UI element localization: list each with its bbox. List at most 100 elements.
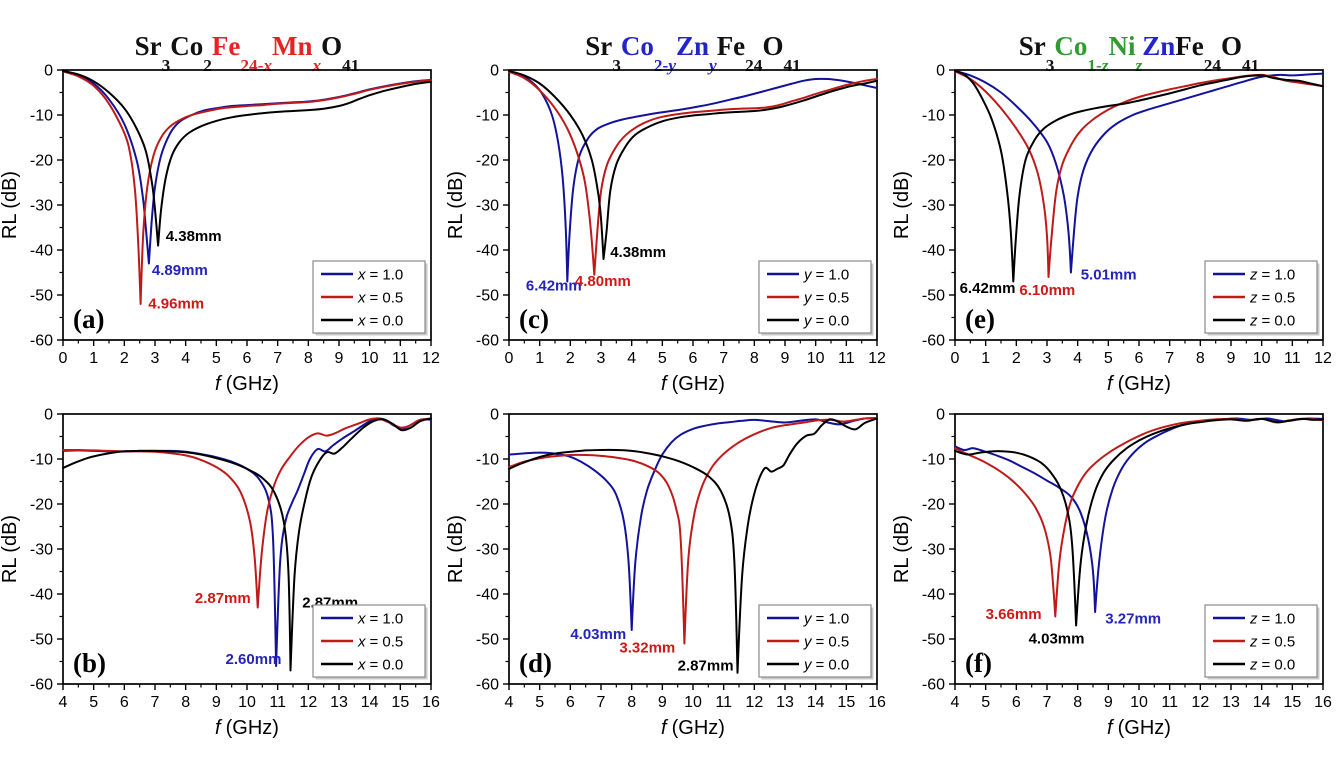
x-tick-label: 7 (1165, 350, 1174, 367)
x-tick-label: 14 (807, 694, 825, 711)
x-tick-label: 12 (299, 694, 317, 711)
legend: z = 1.0 z = 0.5 z = 0.0 (1204, 260, 1320, 336)
y-tick-label: -50 (30, 632, 53, 649)
legend-entry-label: y = 0.0 (803, 657, 849, 674)
y-tick-label: -40 (922, 587, 945, 604)
y-tick-label: 0 (44, 63, 53, 80)
x-tick-label: 11 (1161, 694, 1178, 711)
x-tick-label: 11 (715, 694, 732, 711)
x-tick-label: 6 (1012, 694, 1021, 711)
legend-entry-label: y = 0.0 (803, 313, 849, 330)
annotation-label: 4.80mm (575, 273, 631, 290)
x-tick-label: 2 (120, 350, 129, 367)
x-tick-label: 11 (392, 350, 409, 367)
x-tick-label: 14 (361, 694, 379, 711)
title-segment: Ni (1108, 31, 1136, 61)
y-axis-label: RL (dB) (0, 515, 21, 583)
y-tick-label: -20 (476, 497, 499, 514)
title-segment: Zn (675, 31, 710, 61)
series-1 (954, 70, 1324, 278)
series-1 (62, 70, 432, 305)
legend: z = 1.0 z = 0.5 z = 0.0 (1204, 604, 1320, 680)
y-tick-label: -60 (30, 333, 53, 350)
legend: y = 1.0 y = 0.5 y = 0.0 (758, 604, 874, 680)
legend-entry-label: x = 0.5 (357, 634, 403, 651)
y-tick-label: -20 (30, 497, 53, 514)
x-tick-label: 6 (120, 694, 129, 711)
x-tick-label: 5 (658, 350, 667, 367)
y-tick-label: -30 (30, 542, 53, 559)
legend: x = 1.0 x = 0.5 x = 0.0 (312, 260, 428, 336)
annotation-label: 4.96mm (148, 296, 204, 313)
x-tick-label: 5 (1104, 350, 1113, 367)
y-tick-label: 0 (936, 63, 945, 80)
annotation-label: 4.89mm (152, 262, 208, 279)
x-tick-label: 15 (1283, 694, 1301, 711)
x-tick-label: 0 (505, 350, 514, 367)
y-tick-label: -50 (922, 632, 945, 649)
axes: 0 1 2 3 4 5 6 7 8 9 10 11 120-10-20-30-40-50-60 (922, 63, 1332, 368)
title-segment: O (1221, 31, 1243, 61)
x-axis-label: f (GHz) (215, 373, 279, 395)
x-axis-label: f (GHz) (215, 717, 279, 739)
annotation-label: 3.32mm (619, 640, 675, 657)
y-tick-label: -40 (922, 243, 945, 260)
y-tick-label: 0 (936, 407, 945, 424)
title-segment: Sr (585, 31, 613, 61)
y-tick-label: -20 (476, 153, 499, 170)
x-tick-label: 9 (212, 694, 221, 711)
x-tick-label: 9 (1104, 694, 1113, 711)
annotation-label: 3.66mm (986, 606, 1042, 623)
x-tick-label: 4 (1073, 350, 1082, 367)
annotation-label: 5.01mm (1081, 266, 1137, 283)
legend-entry-label: y = 1.0 (803, 611, 849, 628)
x-tick-label: 6 (1135, 350, 1144, 367)
x-tick-label: 12 (745, 694, 763, 711)
x-tick-label: 5 (535, 694, 544, 711)
axes: 4 5 6 7 8 9 10 11 12 13 14 15 16 0 -10 -20 -30 -40 -50 -60 (922, 407, 1332, 712)
x-tick-label: 10 (684, 694, 702, 711)
x-tick-label: 8 (627, 694, 636, 711)
y-axis-label: RL (dB) (446, 515, 467, 583)
x-tick-label: 7 (1043, 694, 1052, 711)
series-group (62, 69, 432, 305)
x-tick-label: 10 (1130, 694, 1148, 711)
annotation-label: 2.60mm (226, 651, 282, 668)
x-tick-label: 4 (505, 694, 514, 711)
panel-a: 0 1 2 3 4 5 6 7 8 9 10 11 12 0 -10 -20 -30 -40 -50 -60 f (GHz… (0, 60, 446, 404)
series-2 (62, 69, 432, 247)
panel-tag: (d) (519, 648, 552, 678)
legend: y = 1.0 y = 0.5 y = 0.0 (758, 260, 874, 336)
title-segment: Sr (134, 31, 162, 61)
panel-tag: (c) (519, 304, 549, 334)
x-tick-label: 2 (566, 350, 575, 367)
x-tick-label: 9 (1227, 350, 1236, 367)
x-tick-label: 12 (1314, 350, 1332, 367)
x-tick-label: 5 (89, 694, 98, 711)
series-1 (508, 417, 878, 645)
x-tick-label: 8 (750, 350, 759, 367)
x-tick-label: 5 (981, 694, 990, 711)
y-tick-label: -50 (922, 288, 945, 305)
x-tick-label: 13 (776, 694, 794, 711)
legend-entry-label: z = 1.0 (1249, 611, 1295, 628)
x-tick-label: 16 (422, 694, 440, 711)
y-tick-label: -10 (922, 108, 945, 125)
y-tick-label: -20 (922, 497, 945, 514)
y-tick-label: -20 (922, 153, 945, 170)
series-2 (954, 417, 1324, 627)
x-tick-label: 5 (212, 350, 221, 367)
legend-entry-label: y = 1.0 (803, 267, 849, 284)
annotation-label: 2.87mm (678, 658, 734, 675)
x-tick-label: 7 (151, 694, 160, 711)
x-tick-label: 15 (391, 694, 409, 711)
y-axis-label: RL (dB) (892, 171, 913, 239)
axes: 0 1 2 3 4 5 6 7 8 9 10 11 120-10-20-30-40-50-60 (476, 63, 886, 368)
x-tick-label: 3 (151, 350, 160, 367)
x-tick-label: 8 (1196, 350, 1205, 367)
y-tick-label: -10 (476, 108, 499, 125)
y-tick-label: -10 (30, 108, 53, 125)
y-tick-label: -40 (30, 243, 53, 260)
y-tick-label: -30 (922, 542, 945, 559)
